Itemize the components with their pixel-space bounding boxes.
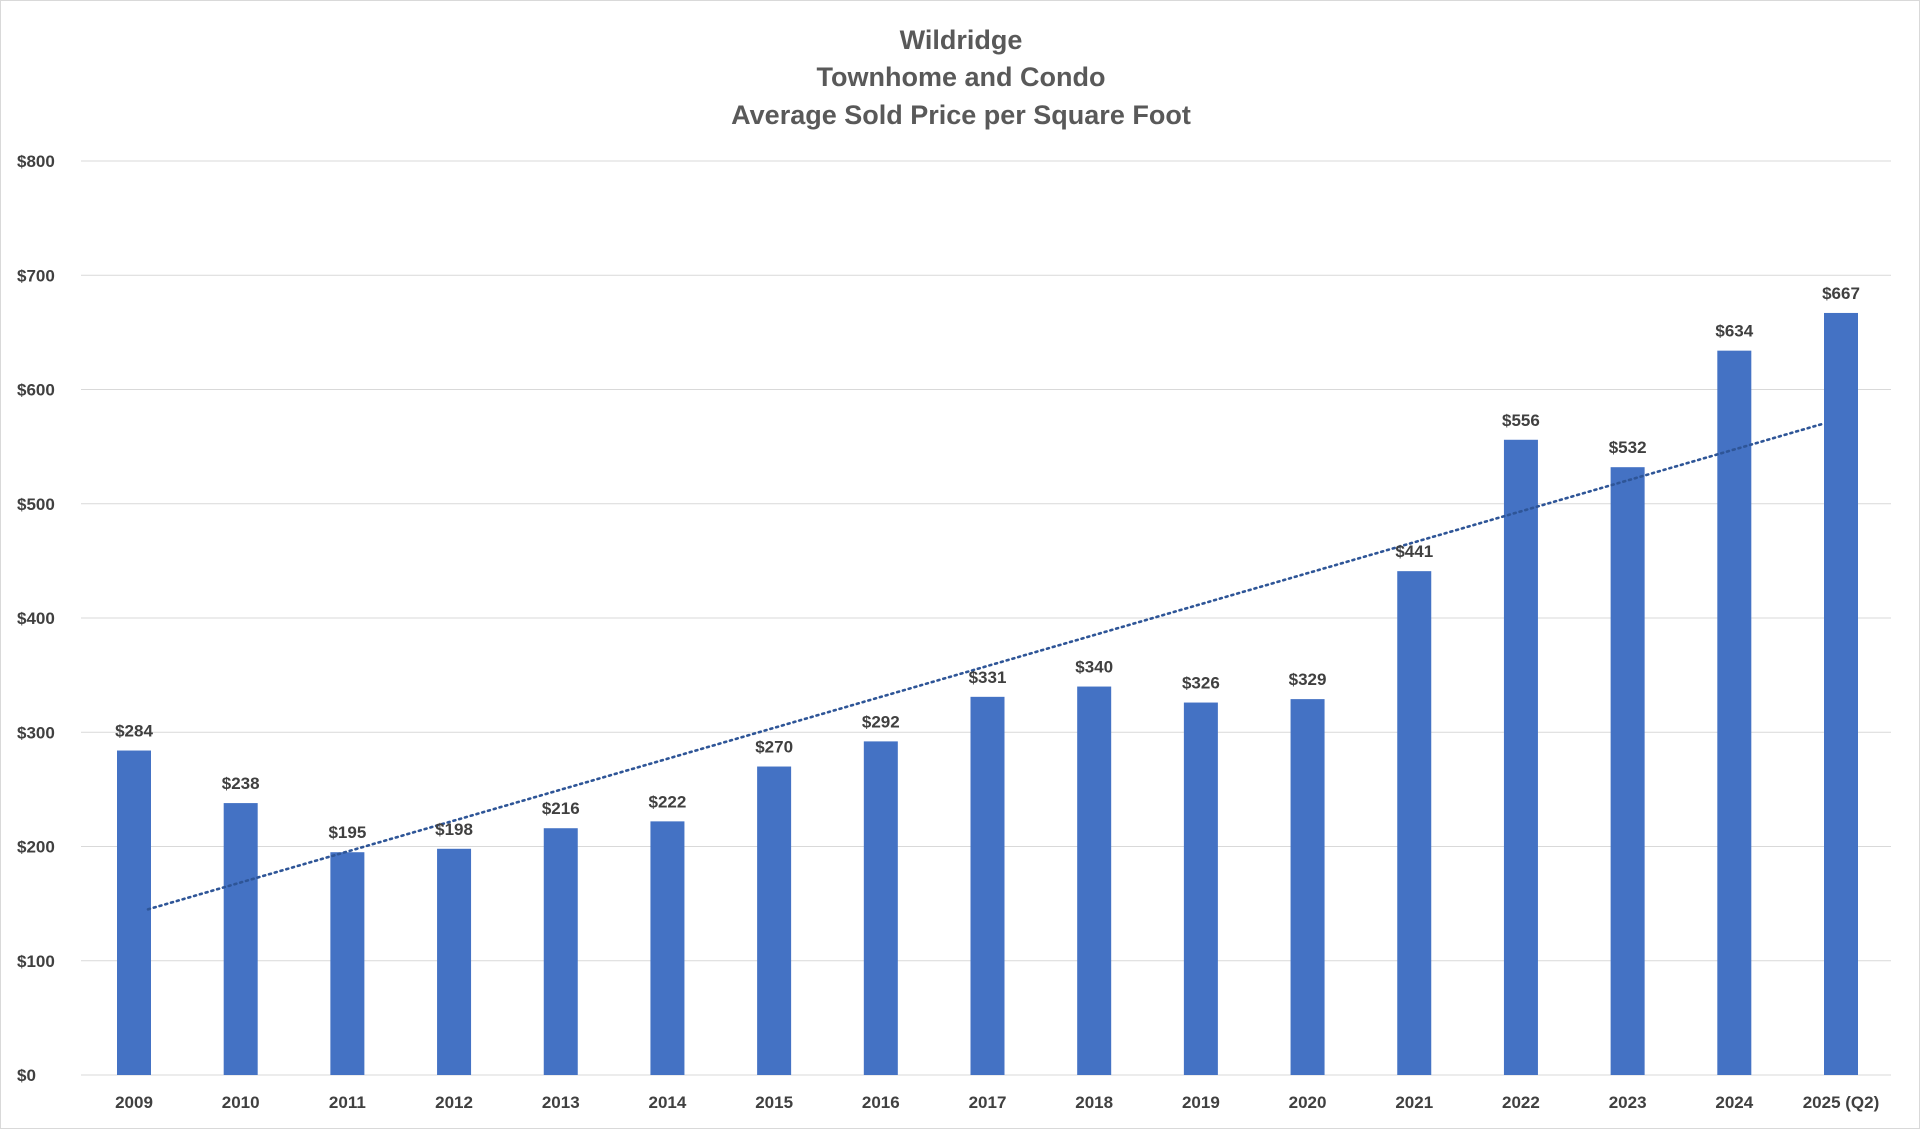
bar-2020 [1290,699,1325,1075]
data-label: $634 [1715,322,1753,341]
data-label: $340 [1075,658,1113,677]
x-tick-label: 2024 [1715,1093,1753,1112]
x-tick-label: 2021 [1395,1093,1433,1112]
x-tick-label: 2019 [1182,1093,1220,1112]
data-label: $292 [862,712,900,731]
bar-2016 [863,741,898,1075]
x-tick-label: 2009 [115,1093,153,1112]
bar-2025-q2- [1824,312,1858,1075]
data-label: $216 [542,799,580,818]
y-axis-tick-labels: $0 $100 $200 $300 $400 $500 $600 $700 $800 [17,152,55,1085]
bar-2023 [1610,467,1645,1075]
y-tick-label: $600 [17,381,55,400]
data-label: $326 [1182,674,1220,693]
chart-title: Wildridge Townhome and Condo Average Sol… [731,25,1191,130]
data-label: $329 [1289,670,1327,689]
bar-2014 [650,821,685,1075]
x-tick-label: 2025 (Q2) [1803,1093,1880,1112]
x-tick-label: 2018 [1075,1093,1113,1112]
x-axis-tick-labels: 2009 2010 2011 2012 2013 2014 2015 2016 2017 2018… [115,1093,1879,1112]
x-tick-label: 2022 [1502,1093,1540,1112]
data-label: $222 [649,792,687,811]
data-label: $198 [435,820,473,839]
chart-title-line-1: Wildridge [900,25,1023,55]
y-tick-label: $100 [17,952,55,971]
bar-2012 [437,848,472,1075]
data-label: $270 [755,738,793,757]
bar-2013 [543,828,578,1075]
x-tick-label: 2012 [435,1093,473,1112]
chart-title-line-2: Townhome and Condo [817,62,1106,92]
bar-2011 [330,852,365,1075]
bar-2018 [1077,686,1112,1075]
bar-2022 [1503,439,1538,1075]
x-tick-label: 2015 [755,1093,793,1112]
data-label: $238 [222,774,260,793]
y-tick-label: $400 [17,609,55,628]
y-tick-label: $300 [17,723,55,742]
x-tick-label: 2023 [1609,1093,1647,1112]
x-tick-label: 2011 [329,1093,366,1112]
bars [117,312,1858,1075]
bar-2024 [1717,350,1752,1075]
x-tick-label: 2017 [969,1093,1007,1112]
x-tick-label: 2010 [222,1093,260,1112]
x-tick-label: 2016 [862,1093,900,1112]
trendline [146,422,1825,911]
x-tick-label: 2014 [649,1093,687,1112]
bar-2015 [757,766,792,1075]
data-label: $441 [1395,542,1433,561]
y-tick-label: $800 [17,152,55,171]
data-label: $556 [1502,411,1540,430]
x-tick-label: 2020 [1289,1093,1327,1112]
data-labels: $284 $238 $195 $198 $216 $222 $270 $292 $331 $340… [115,284,1860,842]
data-label: $532 [1609,438,1647,457]
bar-2019 [1183,702,1218,1075]
bar-2021 [1397,571,1432,1075]
y-tick-label: $200 [17,838,55,857]
data-label: $331 [969,668,1007,687]
y-tick-label: $700 [17,266,55,285]
bar-2009 [117,750,151,1075]
trendline-group [146,422,1825,911]
data-label: $284 [115,722,153,741]
bar-2017 [970,696,1005,1075]
chart-title-line-3: Average Sold Price per Square Foot [731,100,1191,130]
y-tick-label: $0 [17,1066,36,1085]
gridlines [81,160,1891,1076]
x-tick-label: 2013 [542,1093,580,1112]
bar-2010 [223,803,258,1075]
y-tick-label: $500 [17,495,55,514]
data-label: $667 [1822,284,1860,303]
data-label: $195 [328,823,366,842]
